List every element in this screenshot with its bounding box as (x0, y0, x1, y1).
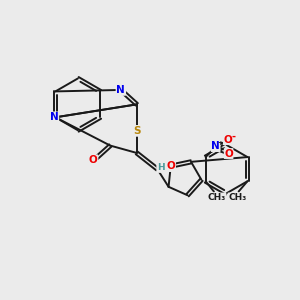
Text: CH₃: CH₃ (228, 193, 246, 202)
Text: O: O (167, 161, 175, 171)
Text: CH₃: CH₃ (208, 193, 226, 202)
Text: S: S (133, 126, 140, 136)
Text: -: - (232, 131, 236, 142)
Text: O: O (224, 148, 233, 158)
Text: O: O (89, 155, 98, 165)
Text: H: H (157, 163, 165, 172)
Text: O: O (224, 135, 232, 145)
Text: +: + (217, 140, 223, 146)
Text: N: N (116, 85, 125, 95)
Text: N: N (50, 112, 58, 122)
Text: N: N (211, 142, 220, 152)
